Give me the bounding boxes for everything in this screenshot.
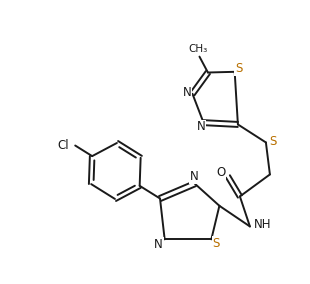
Text: O: O (216, 166, 225, 179)
Text: S: S (235, 62, 242, 75)
Text: NH: NH (254, 218, 272, 231)
Text: S: S (269, 135, 277, 148)
Text: N: N (183, 86, 192, 99)
Text: CH₃: CH₃ (189, 44, 208, 54)
Text: N: N (189, 170, 198, 183)
Text: Cl: Cl (58, 139, 69, 152)
Text: N: N (197, 120, 206, 133)
Text: S: S (213, 237, 220, 250)
Text: N: N (154, 238, 163, 251)
